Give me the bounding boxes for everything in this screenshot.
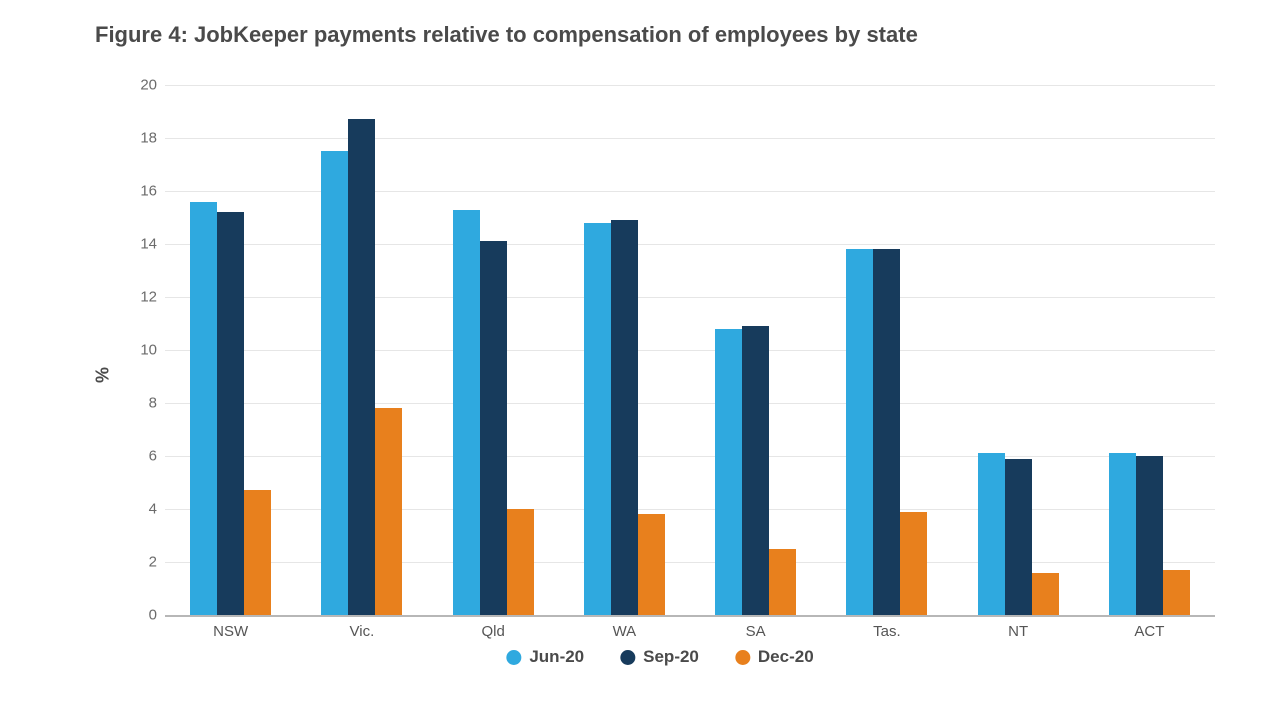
bar	[190, 202, 217, 615]
chart-area: % 02468101214161820 NSWVic.QldWASATas.NT…	[95, 75, 1225, 675]
legend-item: Sep-20	[620, 647, 699, 667]
y-axis-label: %	[93, 367, 114, 383]
bar	[321, 151, 348, 615]
chart-title: Figure 4: JobKeeper payments relative to…	[95, 22, 918, 48]
y-tick-label: 4	[125, 501, 157, 518]
y-tick-label: 2	[125, 554, 157, 571]
y-tick-label: 18	[125, 130, 157, 147]
bar	[1136, 456, 1163, 615]
bar	[611, 220, 638, 615]
bar	[1005, 459, 1032, 615]
bar	[1109, 453, 1136, 615]
bar	[769, 549, 796, 615]
y-tick-label: 10	[125, 342, 157, 359]
figure-container: Figure 4: JobKeeper payments relative to…	[0, 0, 1279, 719]
x-tick-label: SA	[746, 623, 766, 640]
bar	[846, 249, 873, 615]
legend-item: Jun-20	[506, 647, 584, 667]
bar	[217, 212, 244, 615]
legend-swatch	[735, 650, 750, 665]
bar	[638, 514, 665, 615]
bar	[873, 249, 900, 615]
x-tick-label: NSW	[213, 623, 248, 640]
legend: Jun-20 Sep-20 Dec-20	[506, 647, 813, 667]
y-tick-label: 20	[125, 77, 157, 94]
x-tick-label: Vic.	[350, 623, 375, 640]
bar	[375, 408, 402, 615]
legend-label: Jun-20	[529, 647, 584, 667]
bar	[453, 210, 480, 615]
y-tick-label: 6	[125, 448, 157, 465]
bar	[348, 119, 375, 615]
bar	[900, 512, 927, 615]
bar	[742, 326, 769, 615]
bar	[1163, 570, 1190, 615]
x-tick-label: NT	[1008, 623, 1028, 640]
x-tick-label: Qld	[481, 623, 504, 640]
legend-item: Dec-20	[735, 647, 814, 667]
legend-label: Sep-20	[643, 647, 699, 667]
bar	[1032, 573, 1059, 615]
legend-swatch	[506, 650, 521, 665]
legend-swatch	[620, 650, 635, 665]
plot-area: 02468101214161820	[165, 85, 1215, 617]
bar	[507, 509, 534, 615]
x-tick-label: Tas.	[873, 623, 901, 640]
y-tick-label: 0	[125, 607, 157, 624]
bar	[480, 241, 507, 615]
bar	[978, 453, 1005, 615]
legend-label: Dec-20	[758, 647, 814, 667]
bars-layer	[165, 85, 1215, 615]
y-tick-label: 12	[125, 289, 157, 306]
y-tick-label: 8	[125, 395, 157, 412]
x-tick-label: ACT	[1134, 623, 1164, 640]
x-tick-label: WA	[613, 623, 637, 640]
bar	[715, 329, 742, 615]
bar	[584, 223, 611, 615]
x-axis-ticks: NSW Vic. Qld WA SA Tas. NT ACT	[165, 623, 1215, 647]
y-tick-label: 14	[125, 236, 157, 253]
bar	[244, 490, 271, 615]
y-tick-label: 16	[125, 183, 157, 200]
